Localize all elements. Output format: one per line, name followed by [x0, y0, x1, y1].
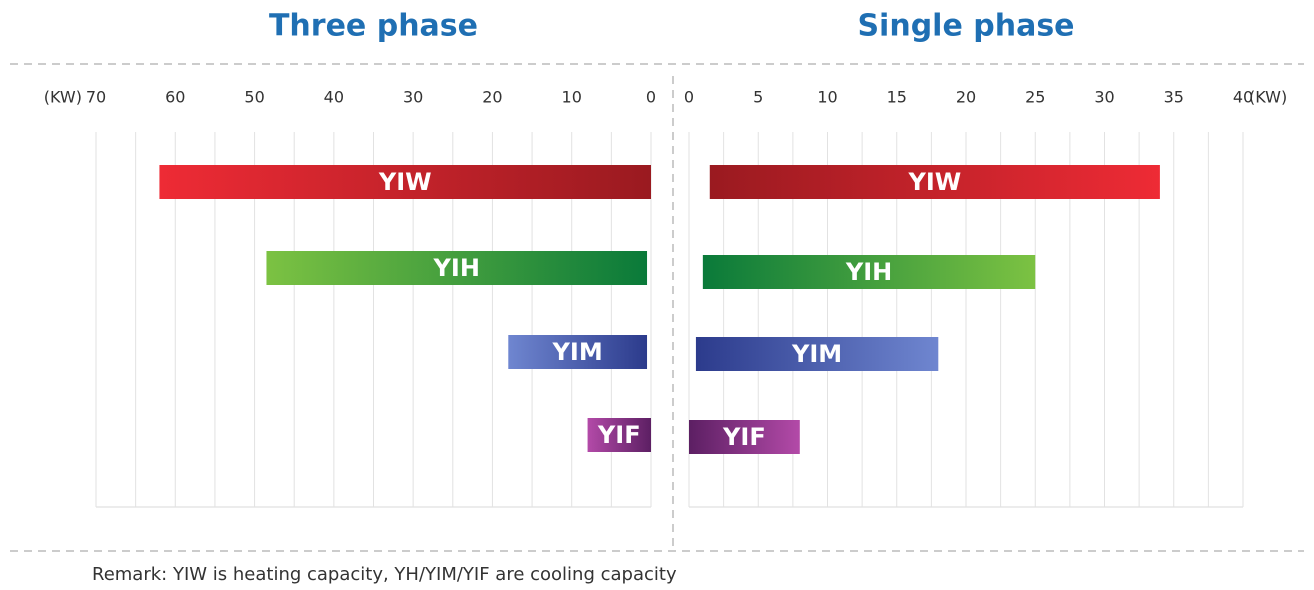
x-tick-label: 30: [1094, 88, 1114, 107]
bar-label: YIF: [722, 423, 766, 451]
chart-title: Three phase: [269, 9, 478, 44]
bar-label: YIF: [597, 421, 641, 449]
bar-label: YIH: [845, 258, 892, 286]
bar: [266, 251, 648, 285]
axis-unit: (KW): [44, 88, 82, 107]
bar-label: YIW: [378, 168, 432, 196]
bar: [587, 418, 651, 452]
bar: [695, 337, 939, 371]
bar: [689, 420, 800, 454]
x-tick-label: 0: [646, 88, 656, 107]
bar: [702, 255, 1036, 289]
bar-label: YIM: [552, 338, 603, 366]
bar: [159, 165, 651, 199]
x-tick-label: 5: [753, 88, 763, 107]
x-tick-label: 20: [482, 88, 502, 107]
remark: Remark: YIW is heating capacity, YH/YIM/…: [92, 564, 677, 585]
axis-unit: (KW): [1249, 88, 1287, 107]
x-tick-label: 35: [1164, 88, 1184, 107]
x-tick-label: 40: [1233, 88, 1253, 107]
x-tick-label: 50: [244, 88, 264, 107]
x-tick-label: 70: [86, 88, 106, 107]
bar-label: YIW: [907, 168, 961, 196]
x-tick-label: 60: [165, 88, 185, 107]
x-tick-label: 30: [403, 88, 423, 107]
x-tick-label: 40: [324, 88, 344, 107]
bar-label: YIH: [433, 254, 480, 282]
chart-title: Single phase: [857, 9, 1074, 44]
bar: [709, 165, 1160, 199]
x-tick-label: 15: [887, 88, 907, 107]
bar: [508, 335, 648, 369]
x-tick-label: 25: [1025, 88, 1045, 107]
x-tick-label: 0: [684, 88, 694, 107]
x-tick-label: 20: [956, 88, 976, 107]
x-tick-label: 10: [817, 88, 837, 107]
x-tick-label: 10: [562, 88, 582, 107]
bar-label: YIM: [791, 340, 842, 368]
